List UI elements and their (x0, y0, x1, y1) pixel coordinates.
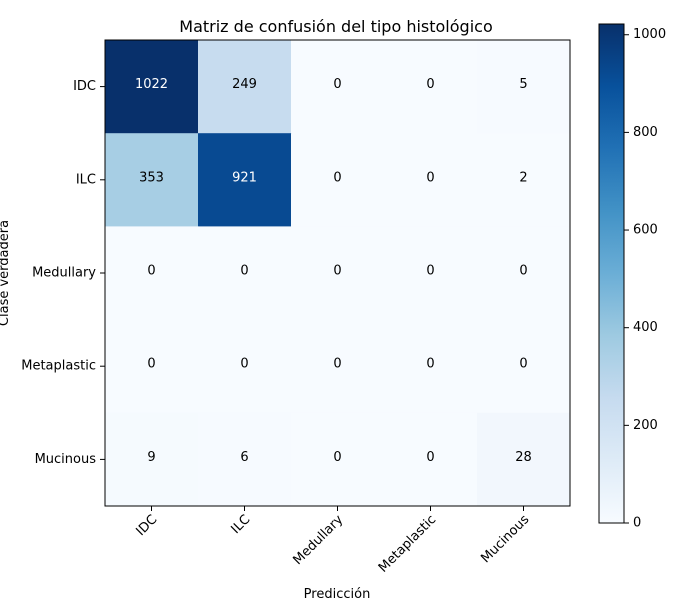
colorbar-tick-label: 0 (633, 516, 641, 531)
colorbar-ticks: 0 200 400 600 800 1000 (624, 27, 666, 531)
x-axis: IDC ILC Medullary Metaplastic Mucinous (134, 506, 532, 576)
colorbar-tick-label: 600 (633, 223, 658, 238)
heatmap-cell (198, 226, 292, 321)
x-tick-label: Medullary (291, 512, 347, 568)
y-tick-label: Metaplastic (21, 359, 96, 374)
cell-value-label: 353 (139, 170, 164, 185)
cell-value-label: 0 (333, 450, 341, 465)
heatmap-cell (198, 412, 292, 507)
x-tick-label: Metaplastic (376, 512, 439, 575)
cell-value-label: 1022 (135, 77, 168, 92)
colorbar-tick-label: 200 (633, 418, 658, 433)
heatmap-cell (384, 412, 478, 507)
heatmap-cell (384, 40, 478, 134)
heatmap-cell (105, 226, 199, 321)
heatmap-cell (105, 40, 199, 134)
cell-value-label: 0 (426, 170, 434, 185)
heatmap-cell (384, 319, 478, 414)
cell-value-label: 2 (519, 170, 527, 185)
colorbar (598, 23, 625, 524)
x-tick-label: IDC (134, 512, 161, 539)
heatmap-cell (291, 40, 385, 134)
cell-value-label: 5 (519, 77, 527, 92)
cell-value-label: 0 (333, 264, 341, 279)
colorbar-tick-label: 1000 (633, 27, 666, 42)
x-tick-label: ILC (228, 512, 253, 537)
colorbar-tick-label: 400 (633, 320, 658, 335)
y-tick-label: IDC (73, 79, 96, 94)
heatmap-cell (477, 412, 571, 507)
chart-title: Matriz de confusión del tipo histológico (179, 17, 492, 36)
cell-value-label: 0 (333, 357, 341, 372)
cell-value-label: 0 (519, 357, 527, 372)
cell-value-label: 921 (232, 170, 257, 185)
y-axis-label: Clase verdadera (0, 220, 12, 326)
cell-value-label: 0 (426, 77, 434, 92)
x-tick-label: Mucinous (478, 512, 532, 566)
x-axis-label: Predicción (304, 587, 371, 600)
heatmap-cell (384, 226, 478, 321)
cell-value-label: 9 (147, 450, 155, 465)
heatmap-cell (291, 319, 385, 414)
heatmap-cell (105, 412, 199, 507)
heatmap-cell (198, 40, 292, 134)
colorbar-tick-label: 800 (633, 125, 658, 140)
cell-value-label: 28 (515, 450, 532, 465)
y-axis: IDC ILC Medullary Metaplastic Mucinous (21, 79, 105, 467)
cell-value-label: 0 (426, 450, 434, 465)
heatmap-cell (198, 133, 292, 227)
cell-value-label: 0 (147, 357, 155, 372)
cell-value-label: 249 (232, 77, 257, 92)
heatmap-cell (291, 412, 385, 507)
heatmap-cell (105, 133, 199, 227)
heatmap-cell (198, 319, 292, 414)
cell-value-label: 0 (147, 264, 155, 279)
heatmap-cell (477, 226, 571, 321)
y-tick-label: Medullary (32, 266, 96, 281)
heatmap-cell (477, 319, 571, 414)
cell-value-label: 0 (240, 264, 248, 279)
cell-value-label: 0 (519, 264, 527, 279)
cell-value-label: 0 (333, 77, 341, 92)
heatmap-cell (291, 226, 385, 321)
cell-value-label: 0 (426, 357, 434, 372)
heatmap-cell (291, 133, 385, 227)
cell-value-label: 0 (426, 264, 434, 279)
cell-value-label: 6 (240, 450, 248, 465)
cell-value-label: 0 (240, 357, 248, 372)
heatmap-cells: 1022 249 0 0 5 353 921 0 0 2 0 0 0 0 0 0 0 0 0 0 9 6 0 0 28 (105, 40, 571, 507)
cell-value-label: 0 (333, 170, 341, 185)
y-tick-label: Mucinous (35, 452, 97, 467)
heatmap-cell (105, 319, 199, 414)
heatmap-cell (384, 133, 478, 227)
y-tick-label: ILC (76, 172, 96, 187)
heatmap-cell (477, 133, 571, 227)
heatmap-cell (477, 40, 571, 134)
